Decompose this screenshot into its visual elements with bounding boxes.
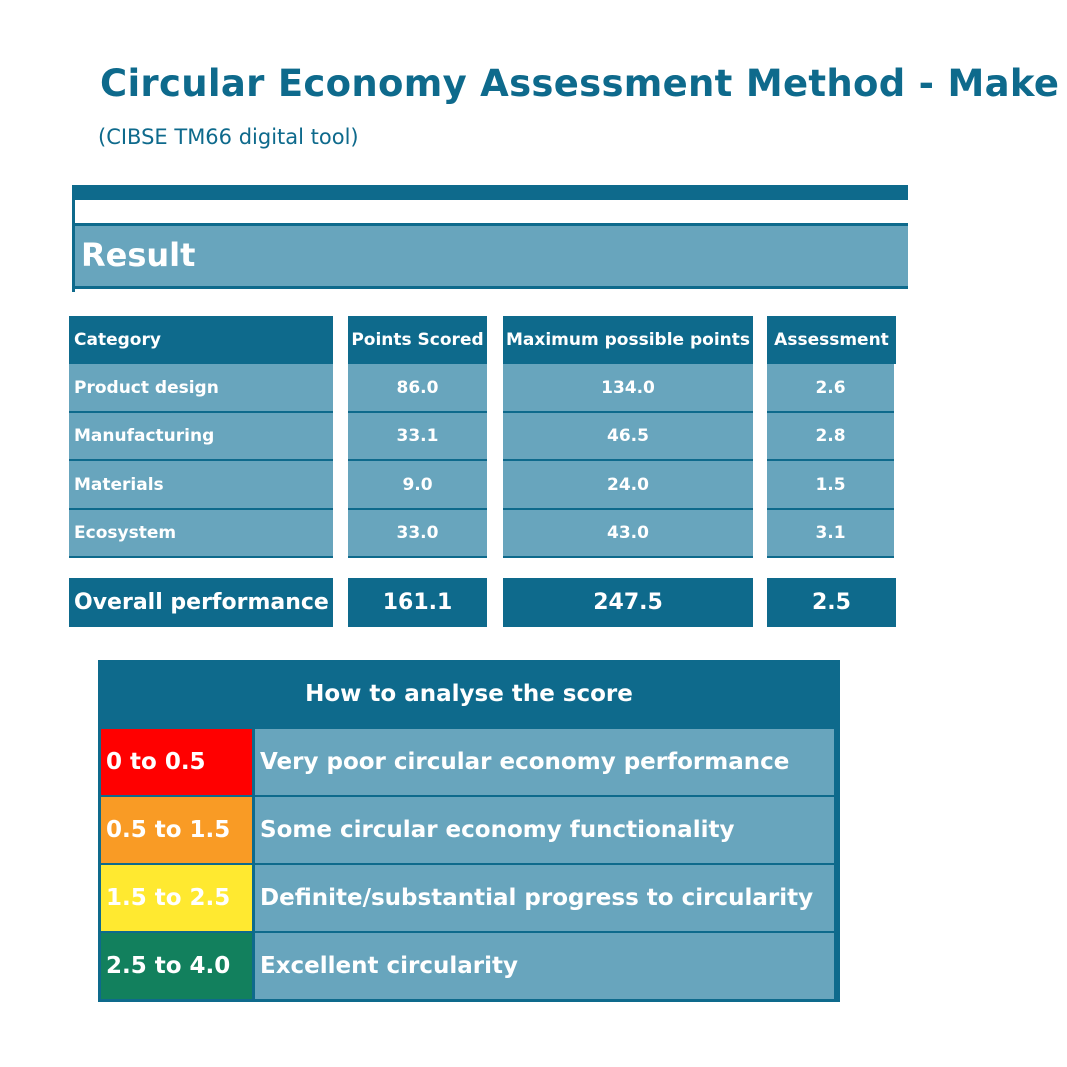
table-row-assessment: 2.6: [767, 364, 894, 413]
table-row-points: 33.1: [348, 413, 487, 461]
legend-range: 0.5 to 1.5: [101, 797, 252, 863]
table-row-max-points: 46.5: [503, 413, 753, 461]
legend-range: 1.5 to 2.5: [101, 865, 252, 931]
result-band: Result: [75, 223, 908, 289]
table-row-category: Ecosystem: [69, 510, 333, 558]
column-header-assessment: Assessment: [767, 316, 896, 364]
table-row-category: Materials: [69, 461, 333, 510]
result-banner: Result: [72, 185, 908, 292]
table-row-max-points: 24.0: [503, 461, 753, 510]
legend-description: Very poor circular economy performance: [255, 729, 834, 795]
table-row-max-points: 134.0: [503, 364, 753, 413]
overall-points-scored: 161.1: [348, 578, 487, 627]
legend-description: Excellent circularity: [255, 933, 834, 999]
table-row-points: 33.0: [348, 510, 487, 558]
score-legend: How to analyse the score 0 to 0.5 Very p…: [98, 660, 840, 1002]
page-subtitle: (CIBSE TM66 digital tool): [98, 125, 359, 149]
table-row-points: 9.0: [348, 461, 487, 510]
column-header-category: Category: [69, 316, 333, 364]
table-row-category: Product design: [69, 364, 333, 413]
legend-range: 0 to 0.5: [101, 729, 252, 795]
result-left-border: [72, 185, 75, 292]
page-title: Circular Economy Assessment Method - Mak…: [100, 62, 1060, 105]
legend-description: Some circular economy functionality: [255, 797, 834, 863]
table-row-points: 86.0: [348, 364, 487, 413]
result-heading: Result: [81, 236, 196, 274]
legend-row: 1.5 to 2.5 Definite/substantial progress…: [101, 865, 834, 931]
overall-assessment: 2.5: [767, 578, 896, 627]
table-row-assessment: 1.5: [767, 461, 894, 510]
legend-title: How to analyse the score: [305, 681, 633, 707]
table-row-assessment: 2.8: [767, 413, 894, 461]
score-table: Category Points Scored Maximum possible …: [69, 314, 899, 628]
table-row-category: Manufacturing: [69, 413, 333, 461]
table-row-assessment: 3.1: [767, 510, 894, 558]
result-top-bar: [72, 185, 908, 200]
column-header-points-scored: Points Scored: [348, 316, 487, 364]
legend-row: 0 to 0.5 Very poor circular economy perf…: [101, 729, 834, 795]
overall-performance-label: Overall performance: [69, 578, 333, 627]
legend-range: 2.5 to 4.0: [101, 933, 252, 999]
legend-row: 2.5 to 4.0 Excellent circularity: [101, 933, 834, 999]
legend-row: 0.5 to 1.5 Some circular economy functio…: [101, 797, 834, 863]
table-row-max-points: 43.0: [503, 510, 753, 558]
legend-description: Definite/substantial progress to circula…: [255, 865, 834, 931]
column-header-max-points: Maximum possible points: [503, 316, 753, 364]
overall-max-points: 247.5: [503, 578, 753, 627]
